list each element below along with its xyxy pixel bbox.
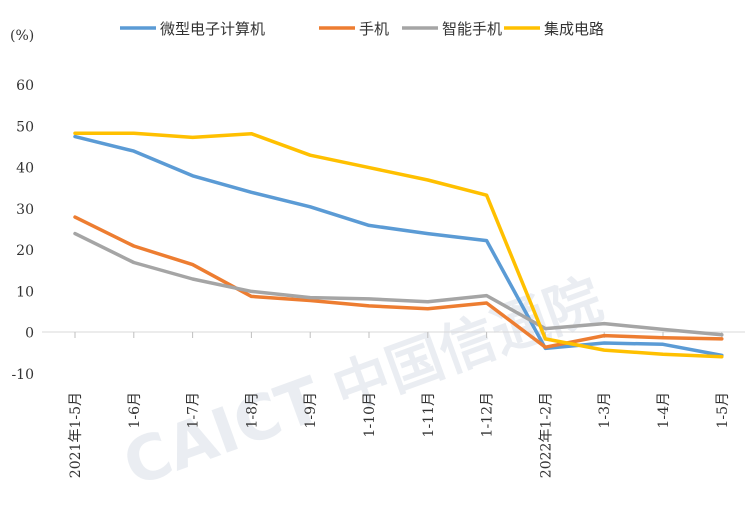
data-point: [426, 307, 429, 310]
data-point: [191, 136, 194, 139]
x-tick-label: 1-3月: [597, 392, 613, 429]
data-point: [720, 355, 723, 358]
x-tick-label: 1-7月: [186, 392, 202, 429]
data-point: [603, 341, 606, 345]
data-point: [485, 194, 488, 197]
data-point: [661, 352, 665, 356]
y-axis-unit: (%): [10, 28, 34, 44]
data-point: [603, 348, 606, 352]
data-point: [485, 294, 488, 297]
y-tick-label: 60: [16, 78, 34, 94]
data-point: [132, 244, 135, 248]
data-point: [426, 178, 429, 182]
legend-label: 手机: [359, 20, 389, 38]
y-tick-label: 50: [16, 119, 34, 135]
data-point: [132, 261, 135, 264]
series-line: [73, 131, 724, 359]
data-point: [191, 174, 194, 178]
data-point: [367, 297, 371, 301]
data-point: [73, 232, 77, 235]
data-point: [309, 296, 312, 299]
data-point: [250, 290, 253, 293]
data-point: [367, 166, 371, 169]
legend-item: 微型电子计算机: [120, 20, 265, 38]
x-tick-label: 1-9月: [303, 392, 319, 429]
data-point: [720, 333, 723, 336]
x-tick-label: 1-12月: [480, 392, 496, 437]
data-point: [73, 215, 77, 219]
legend-item: 智能手机: [402, 20, 502, 38]
x-tick-label: 1-5月: [715, 392, 731, 429]
y-tick-label: 30: [16, 202, 34, 218]
x-tick-label: 2021年1-5月: [68, 392, 84, 478]
legend-item: 手机: [319, 20, 389, 38]
data-point: [603, 334, 606, 337]
data-point: [544, 345, 547, 349]
data-point: [485, 301, 488, 305]
data-point: [603, 322, 606, 325]
data-point: [426, 300, 429, 303]
legend-label: 集成电路: [544, 20, 604, 38]
series-line: [73, 231, 724, 337]
y-tick-label: 20: [16, 243, 34, 259]
data-point: [73, 135, 77, 138]
x-tick-label: 2022年1-2月: [538, 392, 554, 478]
y-tick-label: 40: [16, 161, 34, 177]
data-point: [661, 328, 665, 331]
legend-item: 集成电路: [504, 20, 604, 38]
legend-label: 微型电子计算机: [160, 20, 265, 38]
x-tick-label: 1-4月: [656, 392, 672, 429]
series-line: [73, 215, 724, 349]
data-point: [367, 304, 371, 308]
series-4: [73, 131, 724, 359]
y-tick-label: -10: [11, 367, 34, 383]
data-point: [132, 132, 135, 135]
data-point: [661, 343, 665, 346]
watermark: CAICT 中国信通院: [114, 267, 610, 501]
watermark-latin: CAICT: [114, 362, 331, 500]
y-tick-label: 0: [25, 326, 34, 342]
x-tick-label: 1-6月: [127, 392, 143, 429]
x-tick-label: 1-8月: [244, 392, 260, 429]
plot-area: [73, 131, 724, 359]
y-axis: -10 0 10 20 30 40 50 60: [11, 78, 34, 383]
data-point: [191, 277, 194, 281]
legend: 微型电子计算机 手机 智能手机 集成电路: [120, 20, 604, 38]
y-tick-label: 10: [16, 284, 34, 300]
data-point: [132, 149, 135, 153]
data-point: [250, 191, 253, 194]
data-point: [544, 327, 547, 330]
series-line: [73, 134, 724, 358]
legend-label: 智能手机: [442, 20, 502, 38]
data-point: [485, 239, 488, 242]
data-point: [309, 205, 312, 208]
data-point: [191, 263, 194, 266]
data-point: [250, 295, 253, 298]
series-3: [73, 231, 724, 337]
data-point: [367, 224, 371, 227]
series-2: [73, 215, 724, 349]
data-point: [426, 232, 429, 235]
data-point: [544, 337, 547, 341]
x-tick-label: 1-10月: [362, 392, 378, 437]
x-axis: 2021年1-5月 1-6月 1-7月 1-8月 1-9月 1-10月 1-11月 1-12月…: [68, 332, 731, 478]
series-1: [73, 134, 724, 358]
x-tick-label: 1-11月: [421, 392, 437, 437]
data-point: [73, 132, 77, 135]
data-point: [720, 337, 723, 341]
data-point: [661, 336, 665, 339]
data-point: [309, 153, 312, 157]
data-point: [250, 132, 253, 135]
data-point: [309, 299, 312, 302]
